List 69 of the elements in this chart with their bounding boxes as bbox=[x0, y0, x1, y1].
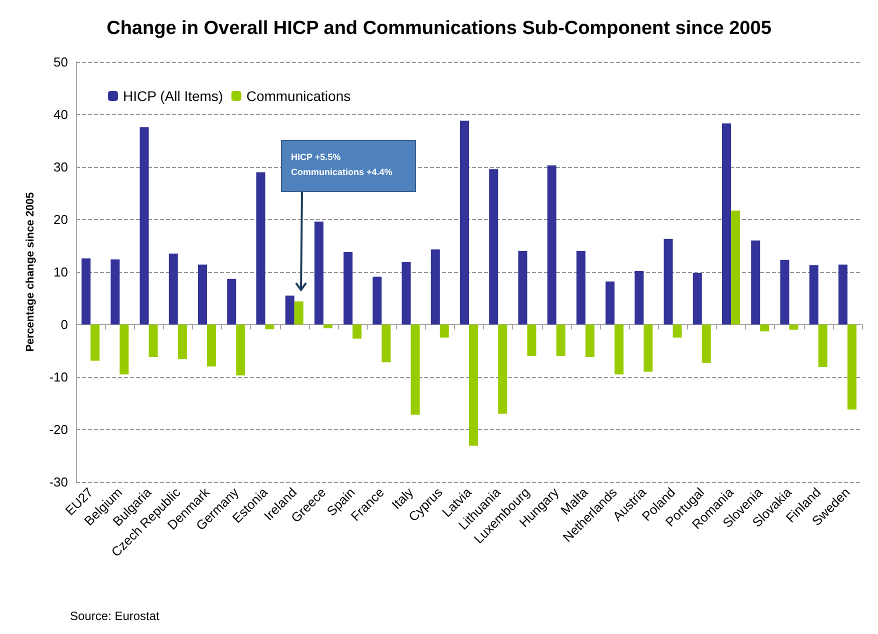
bar bbox=[372, 276, 382, 324]
y-tick-label: 0 bbox=[60, 317, 68, 332]
bar bbox=[498, 324, 508, 414]
y-tick-label: 30 bbox=[54, 160, 68, 174]
bar bbox=[585, 324, 594, 358]
bar bbox=[731, 210, 740, 324]
bar bbox=[672, 324, 682, 338]
legend-label: Communications bbox=[246, 88, 351, 104]
bar bbox=[294, 301, 304, 324]
bar bbox=[518, 251, 528, 324]
bar bbox=[323, 324, 332, 328]
bar bbox=[634, 270, 644, 324]
bar bbox=[692, 273, 702, 324]
bar bbox=[809, 265, 818, 324]
bar bbox=[751, 240, 760, 324]
bar bbox=[82, 258, 91, 324]
bar bbox=[547, 165, 556, 324]
bar bbox=[556, 324, 566, 356]
bar bbox=[178, 324, 187, 360]
bar bbox=[90, 324, 100, 361]
bar bbox=[527, 324, 536, 356]
bar bbox=[847, 324, 856, 410]
bar bbox=[430, 249, 440, 324]
bar bbox=[227, 278, 236, 324]
bar bbox=[382, 324, 391, 362]
bar bbox=[760, 324, 770, 332]
bar bbox=[410, 324, 420, 415]
bar bbox=[818, 324, 828, 368]
legend-label: HICP (All Items) bbox=[123, 88, 224, 104]
bar bbox=[614, 324, 624, 374]
bar bbox=[780, 260, 790, 324]
bar bbox=[148, 324, 158, 358]
bar bbox=[722, 123, 731, 324]
bar bbox=[460, 120, 469, 324]
bar bbox=[440, 324, 449, 338]
y-tick-label: 10 bbox=[54, 264, 68, 280]
bar bbox=[140, 127, 149, 324]
y-tick-label: -10 bbox=[49, 370, 68, 384]
y-tick-label: 40 bbox=[54, 107, 68, 122]
bar bbox=[402, 262, 411, 324]
annotation: HICP +5.5% Communications +4.4% bbox=[291, 151, 392, 179]
bar bbox=[702, 324, 711, 363]
bar bbox=[469, 324, 478, 446]
bar bbox=[314, 222, 324, 324]
bar bbox=[352, 324, 362, 339]
y-tick-label: 50 bbox=[54, 54, 68, 70]
bar bbox=[489, 169, 498, 324]
y-axis-title: Percentage change since 2005 bbox=[24, 192, 36, 352]
y-tick-label: 20 bbox=[54, 212, 68, 227]
bar bbox=[236, 324, 246, 376]
bar bbox=[198, 264, 207, 324]
bar bbox=[110, 259, 120, 324]
bar bbox=[285, 296, 294, 324]
bar bbox=[344, 252, 353, 324]
chart-title: Change in Overall HICP and Communications Sub-Component since 2005 bbox=[106, 18, 772, 39]
bar bbox=[207, 324, 216, 366]
bar bbox=[120, 324, 129, 374]
y-tick-label: -20 bbox=[49, 422, 68, 437]
bar bbox=[838, 264, 848, 324]
bar bbox=[576, 251, 586, 324]
bar bbox=[644, 324, 653, 372]
source-note: Source: Eurostat bbox=[70, 609, 160, 623]
bar bbox=[265, 324, 274, 330]
y-tick-label: -30 bbox=[49, 474, 68, 490]
bar bbox=[789, 324, 798, 330]
bar bbox=[606, 281, 615, 324]
bar bbox=[256, 172, 266, 324]
bar bbox=[664, 238, 673, 324]
bar bbox=[168, 254, 178, 324]
